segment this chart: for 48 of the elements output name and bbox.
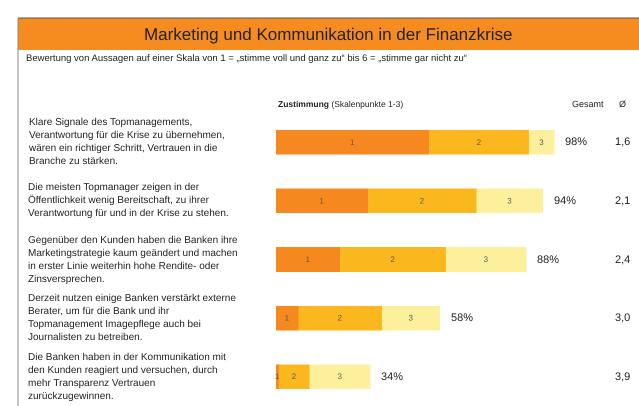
text: 1,6: [615, 136, 630, 148]
total-label: 34%: [381, 371, 404, 383]
bar: [340, 247, 446, 272]
text: 3,9: [615, 371, 630, 383]
bar: [276, 306, 298, 330]
text: 3: [484, 255, 488, 264]
y-tick-label: Klare Signale des Topmanagements, Verantwortung für die Krise zu übernehmen, wären ein richtiger Schritt, Vertrauen in die Branche zu stärken.: [28, 117, 225, 167]
text: Gesamt: [572, 99, 604, 109]
text: Ø: [619, 99, 626, 109]
text: 2: [420, 196, 424, 206]
y-tick-label: Die meisten Topmanager zeigen in der Öffentlichkeit wenig Bereitschaft, zu ihrer Verantwortung für und in der Krise zu stehen.: [28, 182, 229, 219]
text: 1: [350, 138, 354, 147]
text: 2: [292, 372, 296, 382]
y-tick-label: Derzeit nutzen einige Banken verstärkt externe Berater, um für die Bank und ihr Topmanagement Imagepflege auch bei Journalisten zu betreiben.: [28, 293, 236, 343]
chart-title: Marketing und Kommunikation in der Finanzkrise: [144, 25, 513, 44]
text: 2,4: [615, 254, 630, 266]
bar: [446, 247, 526, 272]
text: 1: [284, 314, 290, 323]
y-tick-label: Die Banken haben in der Kommunikation mit den Kunden reagiert und versuchen, durch mehr Transparenz Vertrauen zurückzugewinnen.: [28, 352, 226, 402]
chart-subtitle: Bewertung von Aussagen auf einer Skala von 1 = „stimme voll und ganz zu“ bis 6 = „stimme gar nicht zu“: [26, 53, 467, 64]
bar: [476, 188, 544, 214]
total-label: 58%: [451, 312, 474, 324]
text: 2,1: [615, 195, 630, 207]
series-label: 3: [539, 138, 544, 147]
total-label: 94%: [554, 195, 576, 207]
text: 1: [306, 255, 310, 264]
text: 2: [390, 255, 395, 264]
bar: [382, 306, 440, 330]
bar: [276, 188, 368, 214]
text: 3,0: [615, 312, 630, 324]
bar: [276, 247, 340, 272]
bar: [429, 130, 530, 155]
text: 1: [319, 196, 324, 206]
bar: [276, 130, 430, 155]
bar: [309, 364, 371, 390]
text: 2: [338, 314, 342, 323]
total-label: 88%: [537, 254, 560, 266]
text: 3: [338, 372, 342, 382]
text: 3: [408, 314, 413, 323]
y-tick-label: Gegenüber den Kunden haben die Banken ihre Marketingstrategie kaum geändert und machen in erster Linie weiterhin hohe Rendite- oder Zinsversprechen.: [28, 235, 238, 285]
bar: [529, 130, 554, 155]
text: Zustimmung (Skalenpunkte 1-3): [278, 99, 404, 109]
series-label: 2: [476, 138, 482, 147]
total-label: 98%: [565, 136, 588, 148]
text: 3: [507, 196, 512, 206]
bar: [368, 188, 476, 214]
bar: [278, 364, 310, 390]
bar: [298, 306, 382, 330]
